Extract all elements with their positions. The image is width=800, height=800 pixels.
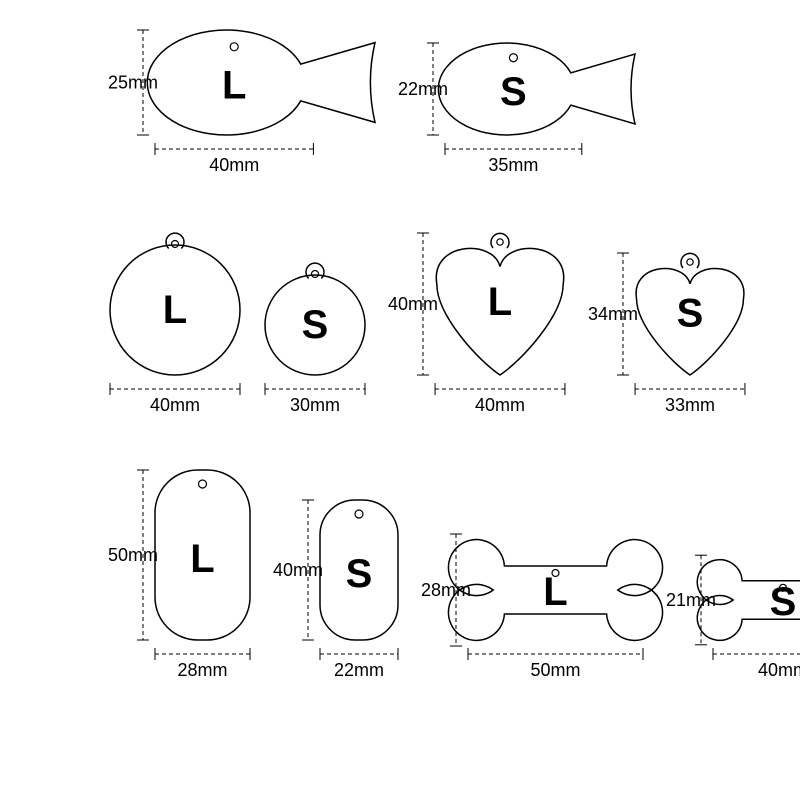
v-dim: 40mm: [273, 500, 323, 640]
v-dim: 21mm: [666, 555, 716, 645]
dogtag-l-tag: L: [155, 470, 250, 640]
h-dim: 40mm: [713, 648, 800, 680]
height-label: 40mm: [388, 294, 438, 314]
height-label: 22mm: [398, 79, 448, 99]
circle-s-tag: S: [265, 263, 365, 375]
height-label: 40mm: [273, 560, 323, 580]
v-dim: 34mm: [588, 253, 638, 375]
row-1: L 40mm S 30mm L 40mm 40mm S 34mm 33mm: [110, 233, 745, 415]
h-dim: 28mm: [155, 648, 250, 680]
svg-text:S: S: [500, 70, 527, 114]
circle-l-tag: L: [110, 233, 240, 375]
v-dim: 25mm: [108, 30, 158, 135]
h-dim: 40mm: [435, 383, 565, 415]
heart-s-tag: S: [636, 253, 744, 375]
width-label: 35mm: [488, 155, 538, 175]
h-dim: 22mm: [320, 648, 398, 680]
width-label: 40mm: [758, 660, 800, 680]
svg-text:L: L: [488, 280, 512, 324]
height-label: 21mm: [666, 590, 716, 610]
svg-text:S: S: [677, 292, 704, 336]
h-dim: 33mm: [635, 383, 745, 415]
h-dim: 40mm: [110, 383, 240, 415]
svg-text:L: L: [163, 288, 187, 332]
dogtag-s-tag: S: [320, 500, 398, 640]
width-label: 30mm: [290, 395, 340, 415]
width-label: 50mm: [530, 660, 580, 680]
h-dim: 50mm: [468, 648, 643, 680]
row-2: L 50mm 28mm S 40mm 22mm L 28mm 50mm S 21mm 40mm: [108, 470, 800, 680]
h-dim: 30mm: [265, 383, 365, 415]
bone-l-tag: L: [448, 540, 662, 641]
svg-text:L: L: [190, 537, 214, 581]
width-label: 40mm: [150, 395, 200, 415]
svg-text:L: L: [222, 64, 246, 108]
v-dim: 40mm: [388, 233, 438, 375]
v-dim: 28mm: [421, 534, 471, 646]
height-label: 28mm: [421, 580, 471, 600]
heart-l-tag: L: [436, 233, 563, 375]
svg-text:S: S: [346, 552, 373, 596]
width-label: 22mm: [334, 660, 384, 680]
height-label: 25mm: [108, 73, 158, 93]
width-label: 40mm: [209, 155, 259, 175]
height-label: 34mm: [588, 304, 638, 324]
width-label: 40mm: [475, 395, 525, 415]
svg-text:S: S: [770, 580, 797, 624]
width-label: 33mm: [665, 395, 715, 415]
svg-text:L: L: [543, 570, 567, 614]
fish-l-tag: L: [147, 30, 375, 135]
height-label: 50mm: [108, 545, 158, 565]
h-dim: 35mm: [445, 143, 582, 175]
width-label: 28mm: [177, 660, 227, 680]
v-dim: 22mm: [398, 43, 448, 135]
h-dim: 40mm: [155, 143, 313, 175]
fish-s-tag: S: [438, 43, 635, 135]
v-dim: 50mm: [108, 470, 158, 640]
svg-text:S: S: [302, 303, 329, 347]
row-0: L 25mm 40mm S 22mm 35mm: [108, 30, 635, 175]
